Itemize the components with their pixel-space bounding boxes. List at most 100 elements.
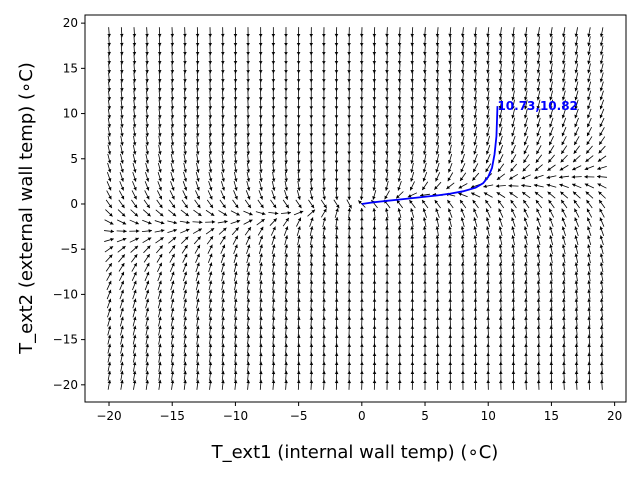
field-arrow (549, 262, 553, 273)
field-arrow (511, 108, 516, 119)
field-arrow (574, 298, 579, 309)
field-arrow (460, 144, 465, 155)
field-arrow (498, 36, 503, 47)
field-arrow (104, 237, 114, 242)
x-tick-label: −15 (160, 409, 185, 423)
field-arrow (549, 63, 553, 74)
field-arrow (169, 199, 176, 209)
field-arrow (473, 226, 478, 237)
field-arrow (183, 72, 187, 83)
field-arrow (246, 45, 250, 56)
field-arrow (233, 190, 238, 200)
field-arrow (536, 289, 541, 300)
field-arrow (322, 63, 326, 74)
field-arrow (195, 99, 200, 110)
field-arrow (536, 244, 541, 255)
field-arrow (258, 45, 263, 56)
field-arrow (599, 271, 604, 282)
field-arrow (397, 72, 402, 83)
field-arrow (599, 217, 605, 227)
field-arrow (309, 334, 314, 345)
field-arrow (587, 325, 591, 336)
field-arrow (434, 199, 441, 209)
field-arrow (385, 316, 389, 327)
field-arrow (271, 153, 276, 164)
field-arrow (549, 352, 554, 363)
field-arrow (347, 189, 352, 200)
field-arrow (448, 126, 452, 137)
field-arrow (233, 180, 238, 191)
field-arrow (221, 45, 225, 56)
field-arrow (435, 289, 440, 300)
field-arrow (155, 236, 164, 244)
field-arrow (196, 325, 200, 336)
field-arrow (320, 199, 328, 209)
field-arrow (600, 334, 604, 345)
field-arrow (574, 217, 579, 227)
field-arrow (322, 99, 326, 110)
field-arrow (410, 144, 414, 155)
field-arrow (322, 334, 326, 345)
field-arrow (486, 226, 490, 237)
field-arrow (511, 27, 516, 38)
field-arrow (284, 126, 288, 137)
field-arrow (145, 325, 150, 336)
field-arrow (116, 229, 127, 233)
field-arrow (423, 262, 427, 273)
field-arrow (246, 280, 251, 291)
field-arrow (145, 63, 149, 74)
field-arrow (410, 99, 415, 110)
field-arrow (309, 171, 314, 182)
field-arrow (284, 45, 288, 56)
field-arrow (360, 298, 364, 309)
field-arrow (549, 108, 554, 119)
field-arrow (423, 325, 427, 336)
field-arrow (448, 217, 452, 228)
field-arrow (208, 27, 212, 38)
field-arrow (132, 361, 137, 372)
y-axis-label: T_ext2 (external wall temp) (∘C) (16, 62, 37, 355)
field-arrow (106, 271, 112, 281)
field-arrow (385, 262, 389, 273)
field-arrow (599, 226, 605, 236)
field-arrow (385, 81, 389, 92)
field-arrow (599, 45, 604, 56)
field-arrow (170, 271, 175, 282)
field-arrow (385, 325, 389, 336)
field-arrow (230, 210, 241, 216)
field-arrow (536, 63, 541, 74)
field-arrow (322, 153, 326, 164)
field-arrow (258, 72, 263, 83)
field-arrow (132, 90, 137, 101)
field-arrow (587, 307, 591, 318)
field-arrow (524, 81, 528, 92)
field-arrow (459, 172, 467, 182)
field-arrow (183, 117, 187, 128)
field-arrow (296, 108, 301, 119)
field-arrow (131, 199, 138, 209)
field-arrow (309, 99, 314, 110)
field-arrow (183, 90, 187, 101)
field-arrow (511, 72, 515, 83)
field-arrow (309, 126, 314, 137)
field-arrow (347, 226, 352, 237)
field-arrow (170, 361, 175, 372)
field-arrow (549, 370, 554, 381)
field-arrow (183, 343, 187, 354)
field-arrow (284, 352, 288, 363)
field-arrow (448, 352, 453, 363)
field-arrow (536, 117, 541, 128)
field-arrow (410, 45, 415, 56)
field-arrow (132, 99, 137, 110)
field-arrow (524, 370, 528, 381)
field-arrow (259, 135, 263, 146)
field-arrow (486, 108, 490, 119)
field-arrow (196, 153, 200, 164)
field-arrow (523, 126, 529, 137)
field-arrow (219, 199, 226, 209)
field-arrow (511, 307, 516, 318)
field-arrow (448, 334, 453, 345)
field-arrow (372, 271, 377, 282)
field-arrow (536, 334, 541, 345)
